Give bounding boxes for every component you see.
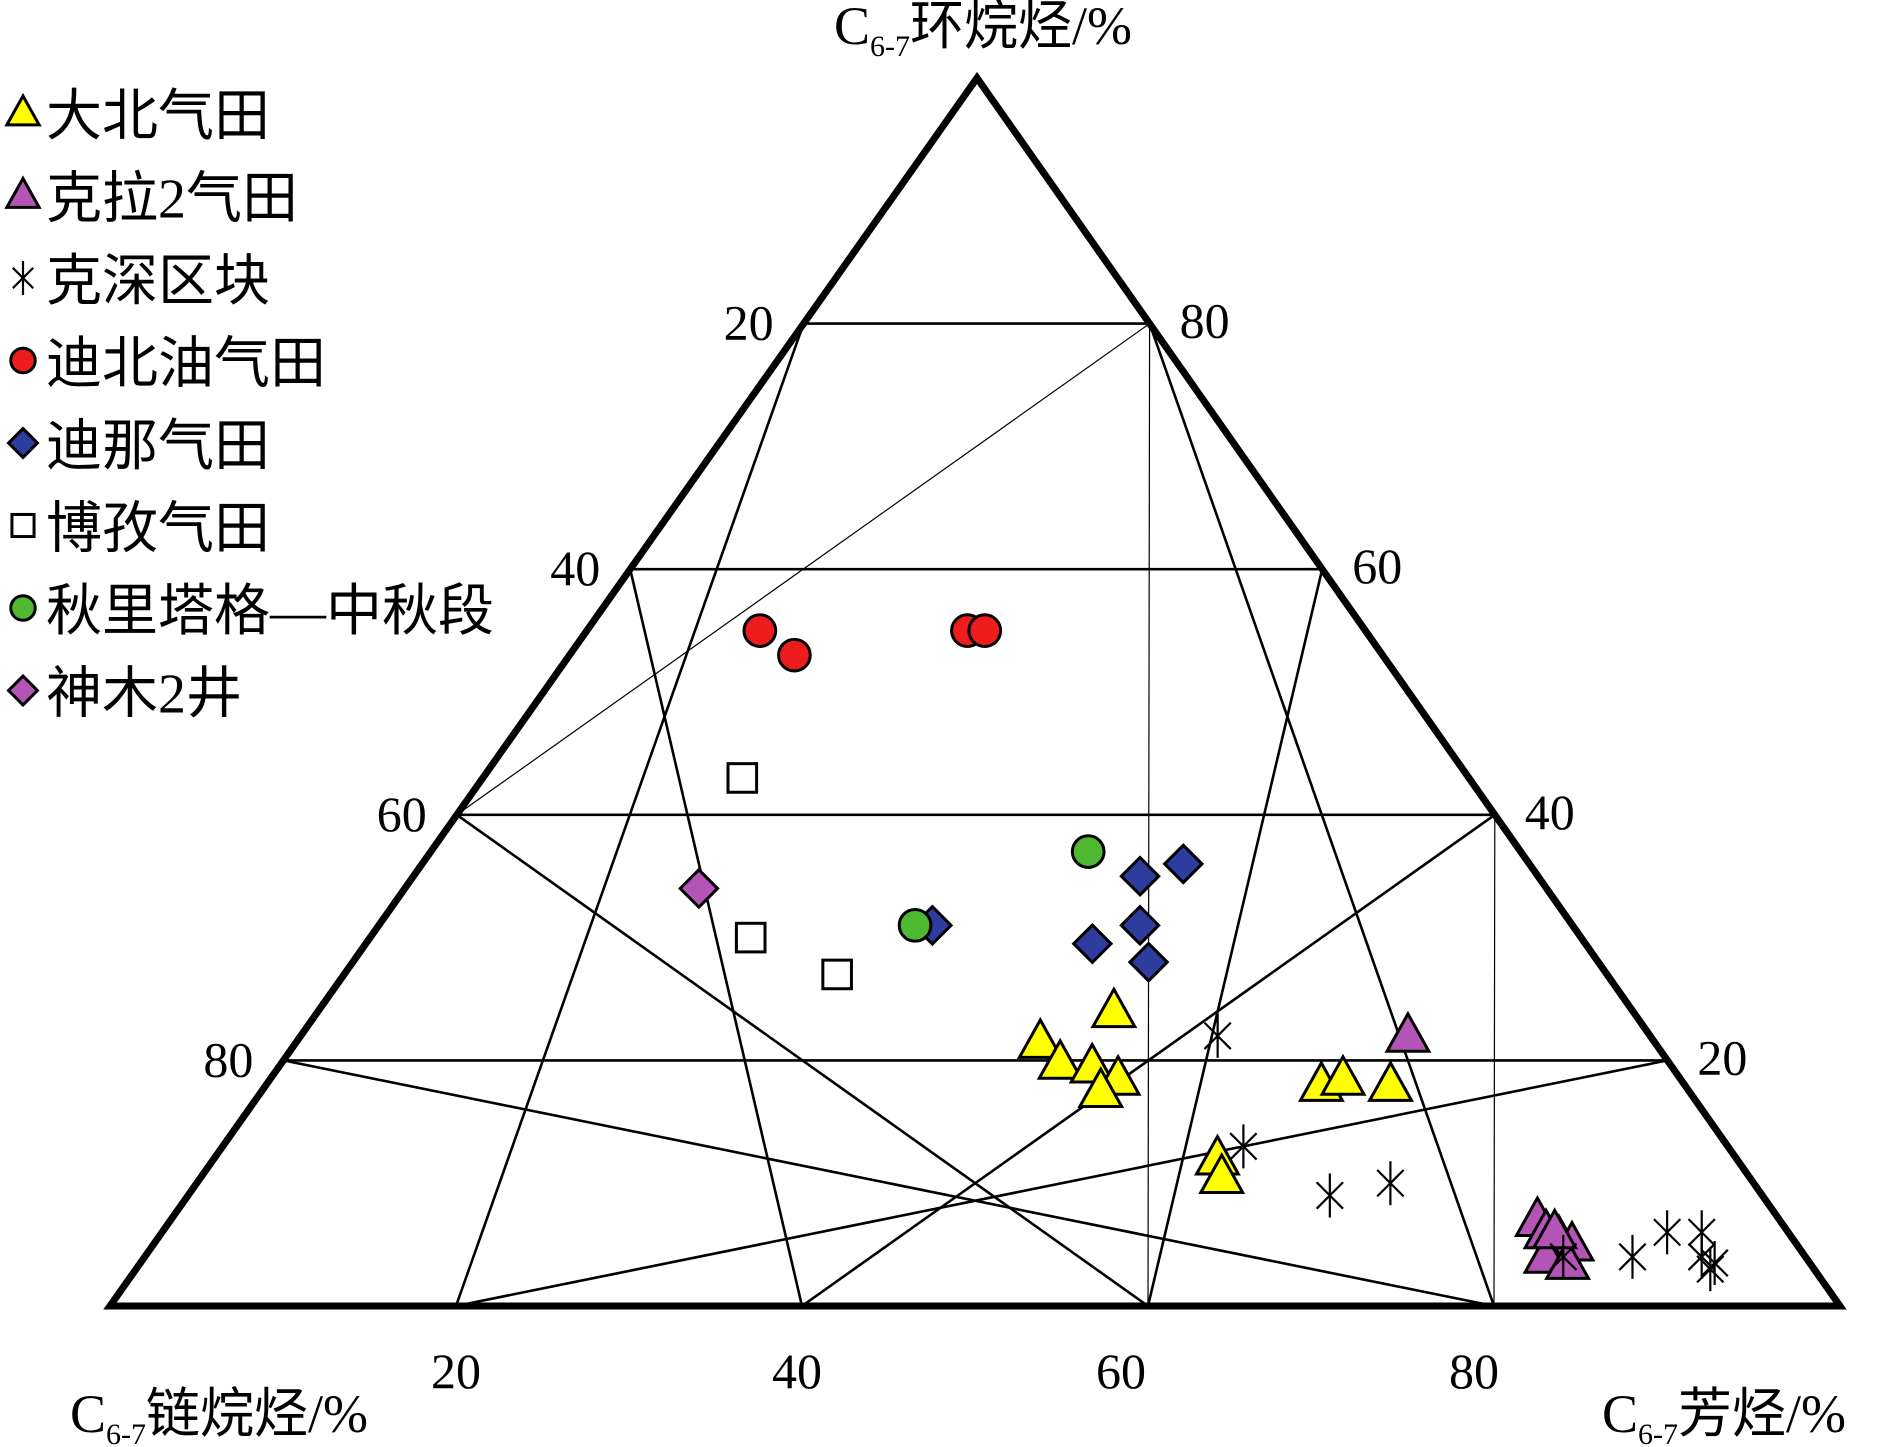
tick-labels: 20 40 60 80 20 40 60 80 80 60 40 20 [203,293,1747,1399]
legend-item: 克深区块 [12,251,270,313]
left-tick-label: 80 [203,1031,253,1087]
data-point [1618,1234,1647,1279]
legend-label: 神木2井 [46,664,242,726]
data-point [1384,1010,1432,1053]
data-point [1077,1066,1125,1108]
legend-label: 克深区块 [46,251,270,313]
data-point [1696,1247,1725,1292]
left-tick-label: 40 [550,540,600,596]
legend-marker [9,346,37,375]
data-point [1016,1016,1064,1059]
data-point [1090,986,1138,1029]
data-point [1367,1059,1415,1102]
legend-item: 克拉2气田 [4,169,298,231]
grid-line [1146,568,1324,1307]
minor-grid-line [1493,814,1496,1307]
data-point [1162,843,1205,885]
data-point [967,613,1003,648]
legend-item: 秋里塔格—中秋段 [9,581,494,643]
data-point [1549,1234,1578,1279]
grid-line [455,1059,1668,1308]
grid-line [283,1059,1495,1308]
minor-grid-line [1147,323,1151,1307]
right-axis-title: C6-7芳烃/% [1602,1384,1846,1447]
left-tick-label: 60 [377,786,427,842]
legend-item: 迪北油气田 [9,334,326,396]
data-point [1700,1241,1729,1286]
data-point [1071,922,1114,965]
grid-lines [283,322,1668,1308]
data-point [1119,855,1161,898]
bottom-tick-label: 20 [431,1343,481,1399]
data-point [678,867,720,910]
legend-label: 迪那气田 [46,416,270,478]
grid-line [628,568,804,1307]
legend-marker [6,673,40,708]
triangle-frame [103,71,1847,1310]
legend-item: 大北气田 [4,86,270,148]
right-tick-label: 20 [1697,1029,1747,1085]
data-point [1229,1124,1258,1169]
grid-line [456,813,1149,1308]
right-tick-label: 60 [1352,538,1402,594]
legend-label: 迪北油气田 [46,334,326,396]
legend-marker [6,426,40,460]
right-tick-label: 40 [1525,784,1575,840]
data-point [726,762,759,794]
left-tick-label: 20 [724,295,774,351]
legend-label: 大北气田 [46,86,270,148]
legend-item: 迪那气田 [6,416,270,478]
data-point [742,613,778,648]
data-point [734,921,767,954]
bottom-tick-label: 60 [1096,1343,1146,1399]
legend-item: 博孜气田 [10,499,270,561]
legend-marker [10,512,36,539]
data-point [1119,904,1161,947]
data-points [678,613,1729,1292]
legend-marker [4,92,42,127]
legend-label: 克拉2气田 [46,169,298,231]
legend-item: 神木2井 [6,664,242,726]
left-axis-title: C6-7链烷烃/% [70,1384,368,1447]
data-point [897,907,933,943]
axis-titles: C6-7环烷烃/% C6-7链烷烃/% C6-7芳烃/% [70,0,1846,1447]
legend-label: 博孜气田 [46,499,270,561]
legend-marker [12,261,34,295]
minor-grid-line [456,323,1150,816]
grid-line [1148,323,1496,1307]
data-point [1203,1013,1232,1058]
bottom-tick-label: 80 [1449,1343,1499,1399]
top-axis-title: C6-7环烷烃/% [834,0,1132,63]
legend-marker [4,175,42,209]
data-point [1127,941,1170,983]
data-point [1036,1037,1084,1080]
right-tick-label: 80 [1180,293,1230,349]
data-point [1653,1210,1682,1255]
data-point [1315,1173,1344,1218]
data-point [777,637,812,673]
legend-marker [9,594,37,622]
data-point [1319,1053,1367,1096]
data-point [821,958,853,991]
bottom-tick-label: 40 [772,1343,822,1399]
data-point [1070,834,1106,869]
legend-label: 秋里塔格—中秋段 [46,581,494,643]
data-point [1198,1151,1246,1194]
data-point [1376,1161,1405,1206]
